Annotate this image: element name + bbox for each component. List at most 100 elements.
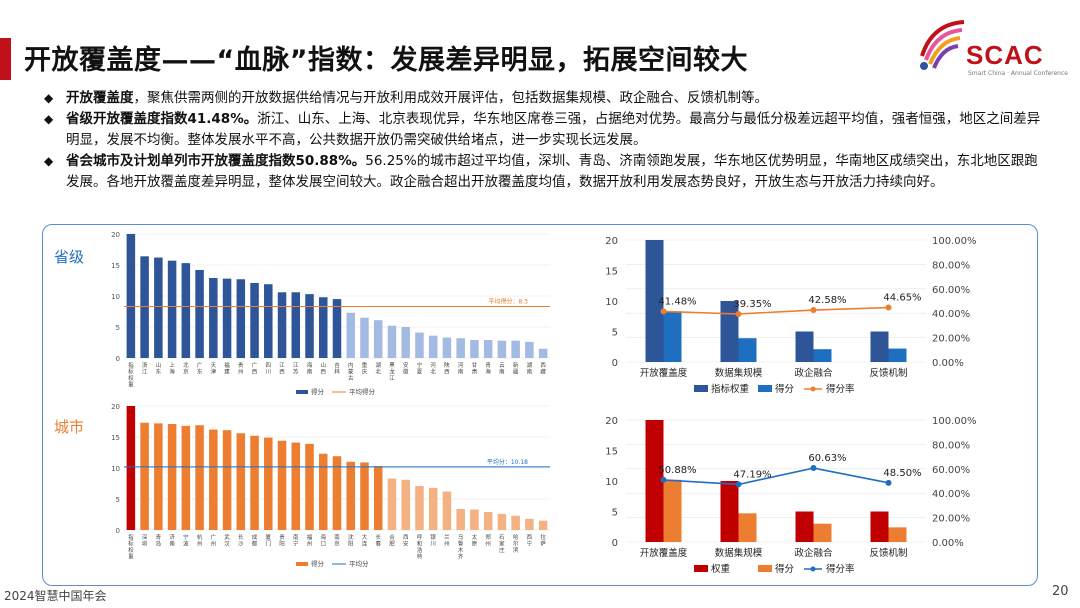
y2-tick-label: 80.00% bbox=[932, 440, 970, 451]
bar bbox=[525, 518, 534, 530]
legend-swatch bbox=[810, 386, 816, 392]
bar bbox=[456, 508, 465, 530]
bar bbox=[195, 269, 204, 358]
x-tick-label: 大 bbox=[362, 533, 368, 541]
bar-weight bbox=[720, 301, 739, 362]
x-tick-label: 贵 bbox=[238, 361, 244, 369]
x-tick-label: 标 bbox=[128, 368, 134, 376]
y2-tick-label: 20.00% bbox=[932, 334, 970, 345]
x-tick-label: 南 bbox=[293, 533, 299, 541]
x-tick-label: 指 bbox=[128, 533, 134, 541]
x-tick-label: 夏 bbox=[417, 369, 423, 376]
x-tick-label: 苏 bbox=[293, 368, 299, 376]
bar bbox=[291, 292, 301, 358]
bar bbox=[415, 485, 424, 530]
x-tick-label: 西 bbox=[444, 369, 450, 376]
bar-weight bbox=[720, 481, 739, 542]
bar bbox=[154, 257, 163, 358]
legend-swatch bbox=[810, 566, 816, 572]
bar-weight bbox=[795, 511, 814, 542]
bar bbox=[305, 443, 314, 530]
bar bbox=[140, 256, 149, 358]
x-tick-label: 黑 bbox=[389, 362, 395, 369]
diamond-icon: ◆ bbox=[44, 154, 54, 168]
y-tick-label: 15 bbox=[605, 447, 618, 458]
province-bar-chart: 05101520指标权重浙江山东上海北京广东天津福建贵州广西四川江西江苏海南山西… bbox=[111, 231, 550, 396]
x-tick-label: 宁 bbox=[293, 540, 299, 548]
x-tick-label: 春 bbox=[375, 540, 381, 548]
y2-tick-label: 100.00% bbox=[932, 236, 977, 247]
x-tick-label: 南 bbox=[334, 533, 340, 541]
x-tick-label: 州 bbox=[485, 542, 491, 548]
y-tick-label: 20 bbox=[605, 236, 618, 247]
x-tick-label: 湖 bbox=[375, 361, 381, 369]
x-tick-label: 州 bbox=[444, 542, 450, 548]
bar bbox=[332, 456, 342, 530]
x-tick-label: 庆 bbox=[362, 368, 368, 376]
x-tick-label: 权 bbox=[128, 546, 134, 554]
x-tick-label: 汉 bbox=[224, 540, 230, 548]
bar bbox=[497, 340, 507, 358]
x-tick-label: 西 bbox=[403, 534, 409, 541]
y-tick-label: 20 bbox=[605, 416, 618, 427]
x-tick-label: 新 bbox=[513, 361, 519, 369]
x-tick-label: 河 bbox=[430, 361, 436, 369]
bar bbox=[222, 278, 232, 358]
x-tick-label: 拉 bbox=[540, 533, 546, 541]
x-tick-label: 开放覆盖度 bbox=[640, 367, 688, 379]
y2-tick-label: 60.00% bbox=[932, 285, 970, 296]
x-tick-label: 江 bbox=[389, 375, 395, 382]
x-tick-label: 都 bbox=[252, 541, 258, 548]
bar bbox=[525, 341, 534, 358]
x-tick-label: 甘 bbox=[472, 361, 478, 369]
x-tick-label: 湖 bbox=[527, 361, 533, 369]
y-tick-label: 10 bbox=[111, 293, 120, 301]
x-tick-label: 反馈机制 bbox=[869, 367, 907, 379]
y2-tick-label: 60.00% bbox=[932, 465, 970, 476]
y-tick-label: 15 bbox=[111, 262, 120, 270]
x-tick-label: 肥 bbox=[389, 541, 395, 548]
x-tick-label: 陕 bbox=[444, 361, 450, 369]
legend-label: 平均分 bbox=[349, 559, 369, 568]
legend-label: 得分 bbox=[311, 387, 325, 396]
x-tick-label: 阳 bbox=[279, 540, 285, 548]
x-tick-label: 兰 bbox=[444, 533, 450, 541]
y2-tick-label: 0.00% bbox=[932, 538, 964, 549]
bar bbox=[181, 263, 191, 358]
x-tick-label: 州 bbox=[211, 542, 217, 548]
x-tick-label: 庄 bbox=[499, 546, 505, 554]
city-bar-chart: 05101520指标权重深圳青岛济南宁波杭州广州武汉长沙成都厦门贵阳南宁福州海口… bbox=[111, 403, 550, 568]
bar bbox=[442, 337, 452, 358]
bar bbox=[387, 478, 397, 530]
x-tick-label: 蒙 bbox=[348, 368, 354, 376]
x-tick-label: 沈 bbox=[348, 533, 354, 541]
x-tick-label: 河 bbox=[458, 361, 464, 369]
x-tick-label: 圳 bbox=[142, 540, 148, 548]
x-tick-label: 南 bbox=[499, 368, 505, 376]
legend-label: 得分 bbox=[775, 383, 795, 395]
bar bbox=[291, 442, 301, 530]
diamond-icon: ◆ bbox=[44, 91, 54, 105]
bar bbox=[250, 435, 259, 530]
bar bbox=[538, 520, 548, 530]
x-tick-label: 海 bbox=[321, 533, 327, 541]
x-tick-label: 青 bbox=[485, 361, 491, 369]
bar-score bbox=[888, 348, 907, 362]
bar bbox=[511, 515, 520, 530]
bar bbox=[140, 422, 149, 530]
bullet-list: ◆ 开放覆盖度，聚焦供需两侧的开放数据供给情况与开放利用成效开展评估，包括数据集规… bbox=[44, 88, 1044, 193]
legend-swatch bbox=[758, 385, 772, 392]
x-tick-label: 上 bbox=[169, 361, 175, 369]
bar bbox=[236, 279, 246, 358]
x-tick-label: 鲁 bbox=[458, 540, 464, 548]
bullet-bold: 开放覆盖度 bbox=[66, 90, 134, 106]
bar bbox=[470, 509, 479, 530]
rate-label: 50.88% bbox=[658, 465, 696, 476]
x-tick-label: 内 bbox=[348, 361, 354, 369]
x-tick-label: 长 bbox=[238, 533, 244, 541]
x-tick-label: 福 bbox=[307, 533, 313, 541]
bar-score bbox=[663, 311, 682, 362]
legend-label: 得分率 bbox=[826, 383, 855, 395]
x-tick-label: 青 bbox=[156, 533, 162, 541]
x-tick-label: 京 bbox=[334, 540, 340, 548]
